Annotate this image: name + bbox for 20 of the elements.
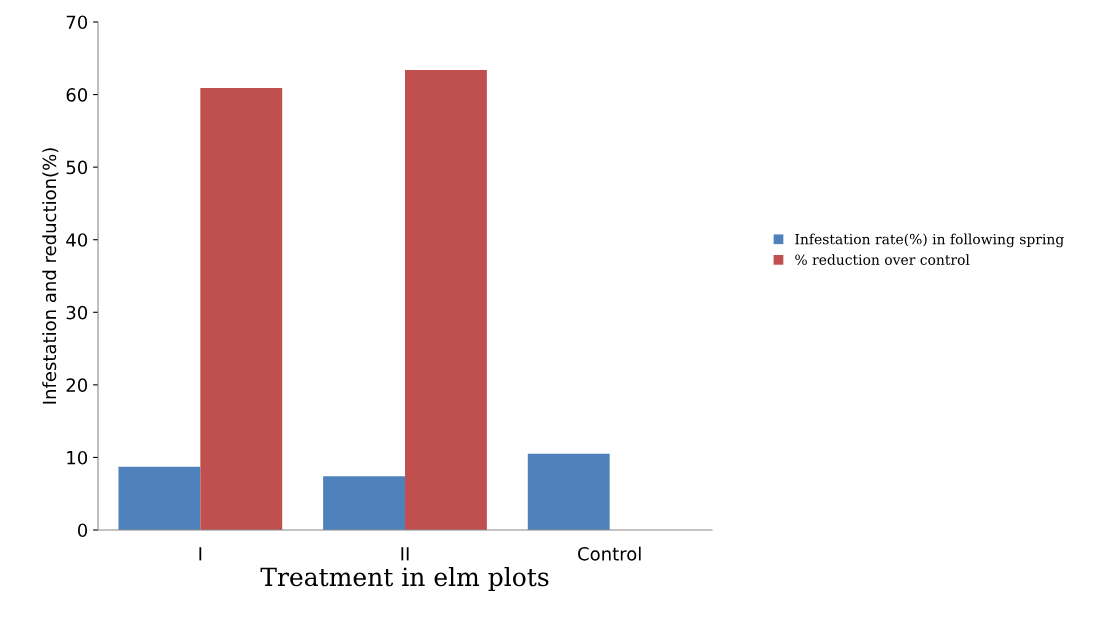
x-axis-title: Treatment in elm plots: [260, 566, 549, 592]
x-tick-label: II: [401, 547, 409, 561]
y-tick-label: 60: [66, 88, 88, 102]
legend-label: Infestation rate(%) in following spring: [795, 233, 1064, 248]
y-tick-label: 40: [66, 233, 88, 247]
y-axis-title: Infestation and reduction(%): [42, 148, 59, 404]
y-tick-label: 10: [67, 450, 88, 465]
y-tick-label: 0: [77, 523, 88, 538]
bar: [405, 69, 487, 530]
x-tick-label: I: [199, 547, 202, 561]
y-tick-label: 20: [66, 378, 88, 392]
legend-label: % reduction over control: [795, 254, 970, 265]
y-tick-label: 30: [66, 305, 88, 320]
bar: [527, 453, 610, 530]
y-tick-label: 50: [66, 160, 88, 175]
x-tick-label: Control: [578, 546, 641, 561]
bar: [200, 88, 283, 530]
bar: [118, 466, 201, 530]
bar: [323, 476, 405, 530]
y-tick-label: 70: [66, 15, 88, 30]
